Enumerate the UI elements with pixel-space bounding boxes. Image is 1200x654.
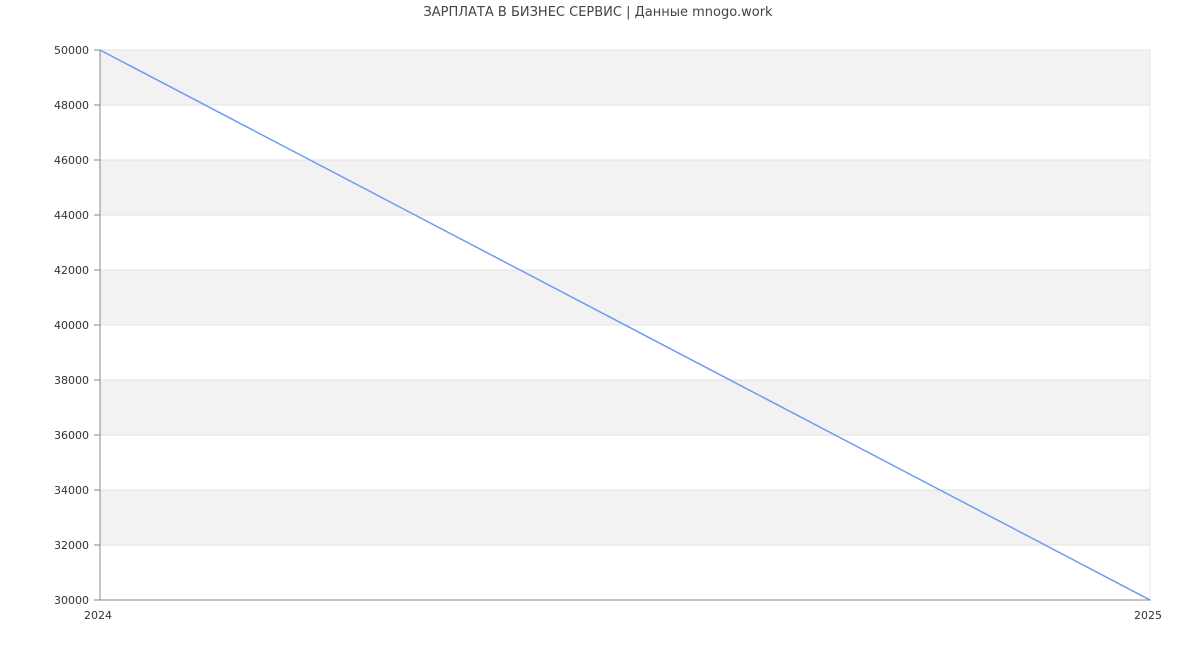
grid-band [100,545,1150,600]
y-tick-label: 30000 [54,594,89,607]
y-tick-label: 42000 [54,264,89,277]
grid-band [100,105,1150,160]
grid-band [100,435,1150,490]
grid-band [100,50,1150,105]
y-tick-label: 32000 [54,539,89,552]
x-tick-label: 2024 [84,609,112,622]
y-tick-label: 50000 [54,44,89,57]
y-tick-label: 40000 [54,319,89,332]
grid-band [100,380,1150,435]
y-tick-label: 38000 [54,374,89,387]
grid-band [100,270,1150,325]
y-tick-label: 34000 [54,484,89,497]
grid-band [100,215,1150,270]
chart-title: ЗАРПЛАТА В БИЗНЕС СЕРВИС | Данные mnogo.… [423,5,773,20]
y-tick-label: 36000 [54,429,89,442]
data-point [1149,599,1151,601]
y-tick-label: 48000 [54,99,89,112]
y-tick-label: 44000 [54,209,89,222]
data-point [99,49,101,51]
x-tick-label: 2025 [1134,609,1162,622]
grid-band [100,160,1150,215]
y-tick-label: 46000 [54,154,89,167]
grid-band [100,325,1150,380]
series-line [99,49,1151,601]
grid-band [100,490,1150,545]
